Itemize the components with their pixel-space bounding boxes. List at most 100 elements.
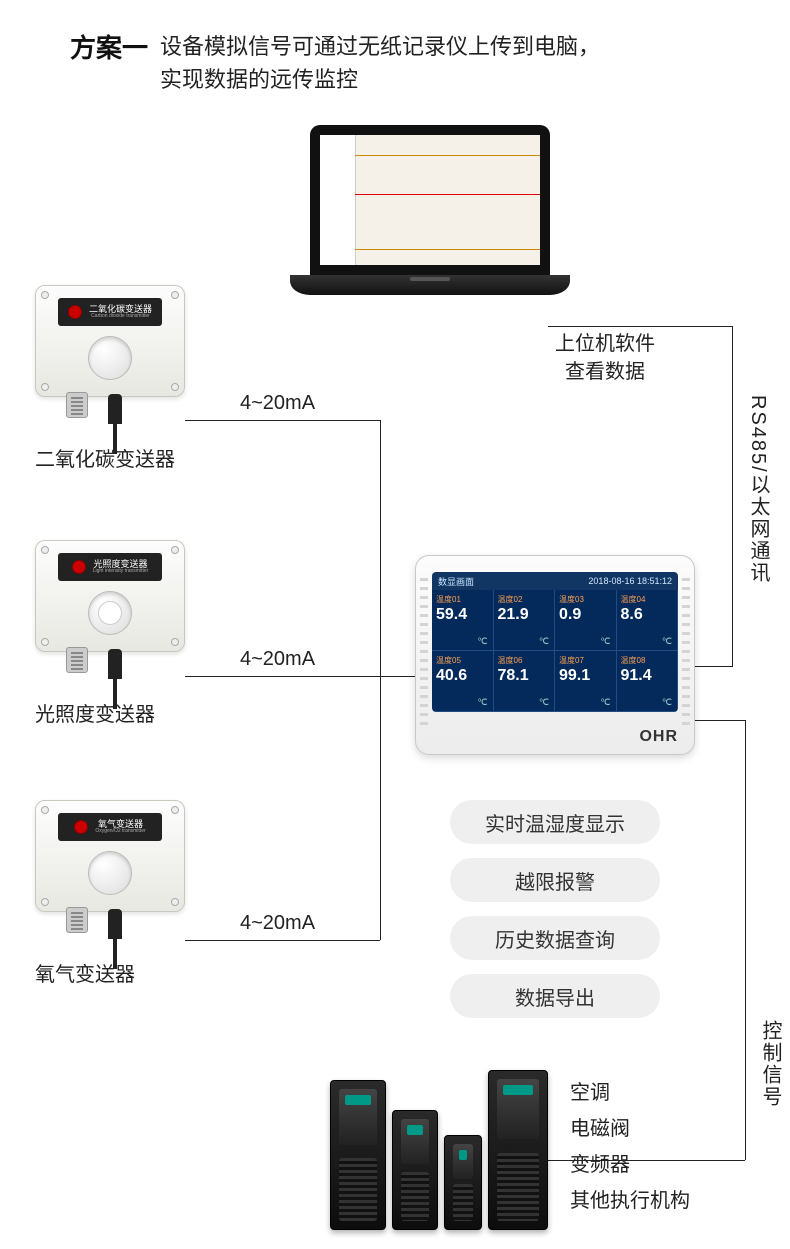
recorder-cell-8-unit: ℃	[662, 697, 672, 708]
recorder-cell-2: 温度02 21.9 ℃	[494, 590, 556, 651]
line-co2-h	[185, 420, 380, 421]
recorder-cell-4: 温度04 8.6 ℃	[617, 590, 679, 651]
recorder-cell-7-unit: ℃	[600, 697, 610, 708]
recorder-cell-3-unit: ℃	[600, 636, 610, 647]
recorder-cell-1-unit: ℃	[477, 636, 487, 647]
brand-dot-icon	[72, 560, 86, 574]
feature-pill-4-label: 数据导出	[515, 982, 595, 1011]
sensor-o2-cable	[108, 909, 122, 939]
header: 方案一 设备模拟信号可通过无纸记录仪上传到电脑， 实现数据的远传监控	[70, 30, 600, 96]
sensor-o2-housing: 氧气变送器 Oxygen/O2 transmitter	[35, 800, 185, 912]
recorder-screen-title: 数显画面	[438, 575, 474, 588]
recorder-cell-4-value: 8.6	[621, 605, 674, 624]
feature-pill-3-label: 历史数据查询	[495, 924, 615, 953]
control-signal-label: 控制信号	[756, 1020, 785, 1108]
feature-pill-2-label: 越限报警	[515, 866, 595, 895]
line-rs485-to-recorder	[695, 666, 733, 667]
recorder-cell-5: 温度05 40.6 ℃	[432, 651, 494, 712]
cabinet-1	[330, 1080, 386, 1230]
line-bus-to-recorder	[380, 676, 415, 677]
recorder-cell-1: 温度01 59.4 ℃	[432, 590, 494, 651]
line-sensor-bus-vert	[380, 420, 381, 940]
sensor-co2-connector	[66, 392, 88, 418]
recorder-timestamp: 2018-08-16 18:51:12	[588, 576, 672, 586]
recorder-cell-7: 温度07 99.1 ℃	[555, 651, 617, 712]
paperless-recorder: 数显画面 2018-08-16 18:51:12 温度01 59.4 ℃ 温度0…	[415, 555, 695, 755]
recorder-cell-6-value: 78.1	[498, 666, 551, 685]
actuator-item-2: 电磁阀	[570, 1111, 690, 1147]
recorder-cell-7-label: 温度07	[559, 655, 612, 666]
recorder-cell-3: 温度03 0.9 ℃	[555, 590, 617, 651]
recorder-cell-2-value: 21.9	[498, 605, 551, 624]
recorder-screen: 数显画面 2018-08-16 18:51:12 温度01 59.4 ℃ 温度0…	[432, 572, 678, 712]
plan-description: 设备模拟信号可通过无纸记录仪上传到电脑， 实现数据的远传监控	[160, 30, 600, 96]
recorder-grid: 温度01 59.4 ℃ 温度02 21.9 ℃ 温度03 0.9 ℃ 温度04 …	[432, 590, 678, 712]
recorder-cell-2-unit: ℃	[539, 636, 549, 647]
recorder-cell-4-unit: ℃	[662, 636, 672, 647]
recorder-cell-8: 温度08 91.4 ℃	[617, 651, 679, 712]
laptop-chart	[320, 135, 540, 265]
sensor-co2-plate-en: Carbon dioxide transmitter	[89, 314, 152, 319]
recorder-cell-6: 温度06 78.1 ℃	[494, 651, 556, 712]
actuator-item-4: 其他执行机构	[570, 1183, 690, 1219]
signal-o2: 4~20mA	[240, 912, 315, 935]
recorder-cell-6-unit: ℃	[539, 697, 549, 708]
cabinet-3	[444, 1135, 482, 1230]
sensor-co2-housing: 二氧化碳变送器 Carbon dioxide transmitter	[35, 285, 185, 397]
recorder-cell-5-value: 40.6	[436, 666, 489, 685]
host-software-line2: 查看数据	[565, 361, 645, 383]
sensor-o2-plate-en: Oxygen/O2 transmitter	[95, 829, 145, 834]
brand-dot-icon	[68, 305, 82, 319]
actuator-item-1: 空调	[570, 1075, 690, 1111]
host-software-line1: 上位机软件	[555, 333, 655, 355]
plan-desc-line2: 实现数据的远传监控	[160, 67, 358, 92]
actuator-list: 空调电磁阀变频器其他执行机构	[570, 1075, 690, 1219]
laptop-screen	[310, 125, 550, 275]
recorder-cell-8-label: 温度08	[621, 655, 674, 666]
sensor-light-lens	[88, 591, 132, 635]
recorder-cell-4-label: 温度04	[621, 594, 674, 605]
sensor-light-plate-en: Light intensity transmitter	[93, 569, 149, 574]
sensor-o2-connector	[66, 907, 88, 933]
sensor-light-cable	[108, 649, 122, 679]
cabinet-4	[488, 1070, 548, 1230]
sensor-co2-lens	[88, 336, 132, 380]
recorder-brand: OHR	[639, 728, 678, 746]
host-software-label: 上位机软件 查看数据	[555, 330, 655, 386]
plan-desc-line1: 设备模拟信号可通过无纸记录仪上传到电脑，	[160, 34, 600, 59]
sensor-light-connector	[66, 647, 88, 673]
recorder-cell-1-label: 温度01	[436, 594, 489, 605]
feature-pill-3: 历史数据查询	[450, 916, 660, 960]
line-o2-h	[185, 940, 380, 941]
feature-pill-1-label: 实时温湿度显示	[485, 808, 625, 837]
sensor-light-housing: 光照度变送器 Light intensity transmitter	[35, 540, 185, 652]
line-ctrl-v	[745, 720, 746, 1160]
recorder-cell-1-value: 59.4	[436, 605, 489, 624]
recorder-cell-5-label: 温度05	[436, 655, 489, 666]
rs485-label: RS485/以太网通讯	[744, 395, 773, 584]
actuator-cabinets	[330, 1070, 550, 1230]
sensor-o2-nameplate: 氧气变送器 Oxygen/O2 transmitter	[58, 813, 162, 841]
recorder-cell-6-label: 温度06	[498, 655, 551, 666]
feature-pill-4: 数据导出	[450, 974, 660, 1018]
recorder-cell-5-unit: ℃	[477, 697, 487, 708]
recorder-cell-3-value: 0.9	[559, 605, 612, 624]
laptop	[290, 125, 570, 325]
sensor-co2-nameplate: 二氧化碳变送器 Carbon dioxide transmitter	[58, 298, 162, 326]
feature-pill-1: 实时温湿度显示	[450, 800, 660, 844]
sensor-light: 光照度变送器 Light intensity transmitter 光照度变送…	[35, 540, 195, 727]
signal-co2: 4~20mA	[240, 392, 315, 415]
line-laptop-bus	[548, 326, 732, 327]
line-ctrl-h1	[695, 720, 745, 721]
cabinet-2	[392, 1110, 438, 1230]
laptop-keyboard	[290, 275, 570, 295]
sensor-o2: 氧气变送器 Oxygen/O2 transmitter 氧气变送器	[35, 800, 195, 987]
sensor-co2-cable	[108, 394, 122, 424]
feature-pill-2: 越限报警	[450, 858, 660, 902]
actuator-item-3: 变频器	[570, 1147, 690, 1183]
plan-label: 方案一	[70, 30, 148, 66]
recorder-cell-2-label: 温度02	[498, 594, 551, 605]
recorder-statusbar: 数显画面 2018-08-16 18:51:12	[432, 572, 678, 590]
signal-light: 4~20mA	[240, 648, 315, 671]
recorder-cell-8-value: 91.4	[621, 666, 674, 685]
